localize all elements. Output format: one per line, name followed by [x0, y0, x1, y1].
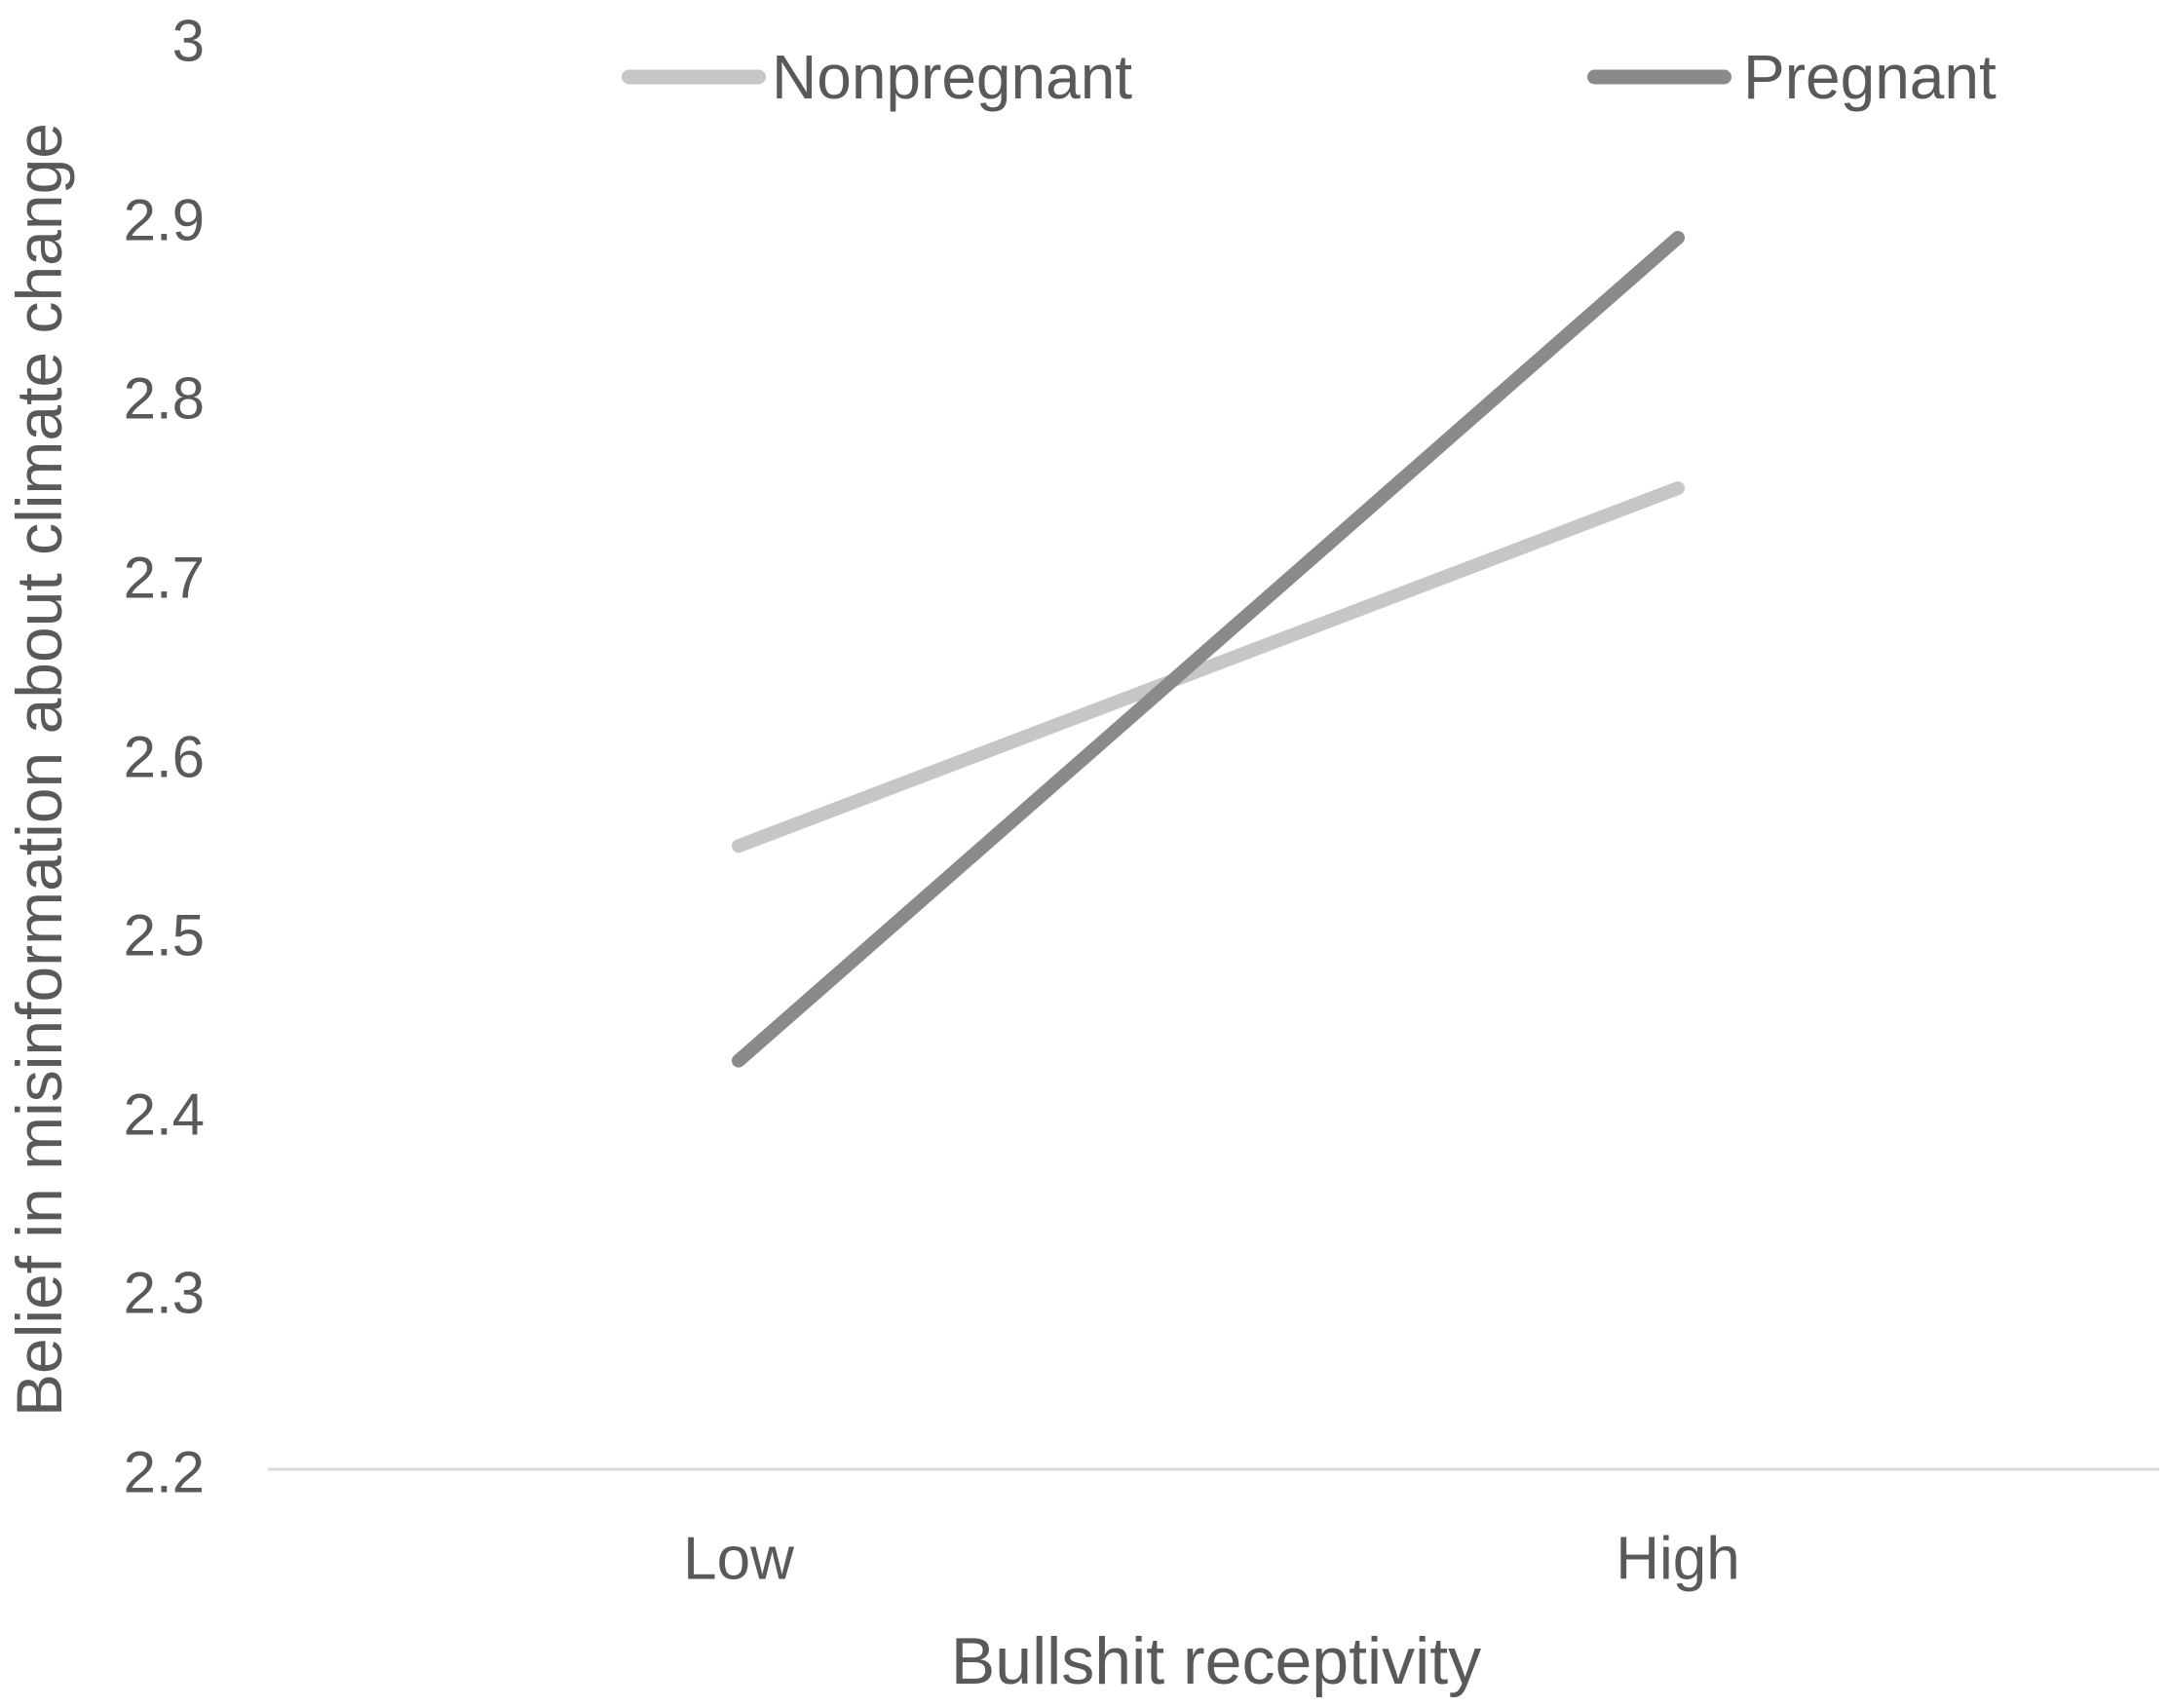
y-tick-label: 2.3 [123, 1260, 205, 1326]
category-label-low: Low [683, 1525, 794, 1593]
y-tick-label: 2.8 [123, 365, 205, 432]
category-label-high: High [1616, 1525, 1740, 1593]
y-tick-label: 2.2 [123, 1439, 205, 1505]
y-tick-label: 3 [171, 8, 205, 74]
y-tick-label: 2.5 [123, 902, 205, 968]
legend-swatch-nonpregnant [622, 69, 766, 85]
legend-label-pregnant: Pregnant [1743, 42, 1997, 112]
y-tick-label: 2.9 [123, 187, 205, 253]
y-tick-label: 2.4 [123, 1082, 205, 1148]
x-axis-title: Bullshit receptivity [950, 1624, 1482, 1698]
legend-label-nonpregnant: Nonpregnant [772, 42, 1133, 112]
y-tick-label: 2.6 [123, 724, 205, 789]
y-axis-title: Belief in misinformation about climate c… [3, 122, 75, 1418]
legend-swatch-pregnant [1587, 69, 1731, 85]
series-line-nonpregnant [732, 481, 1685, 854]
y-tick-label: 2.7 [123, 545, 205, 611]
series-line-pregnant [732, 230, 1685, 1068]
